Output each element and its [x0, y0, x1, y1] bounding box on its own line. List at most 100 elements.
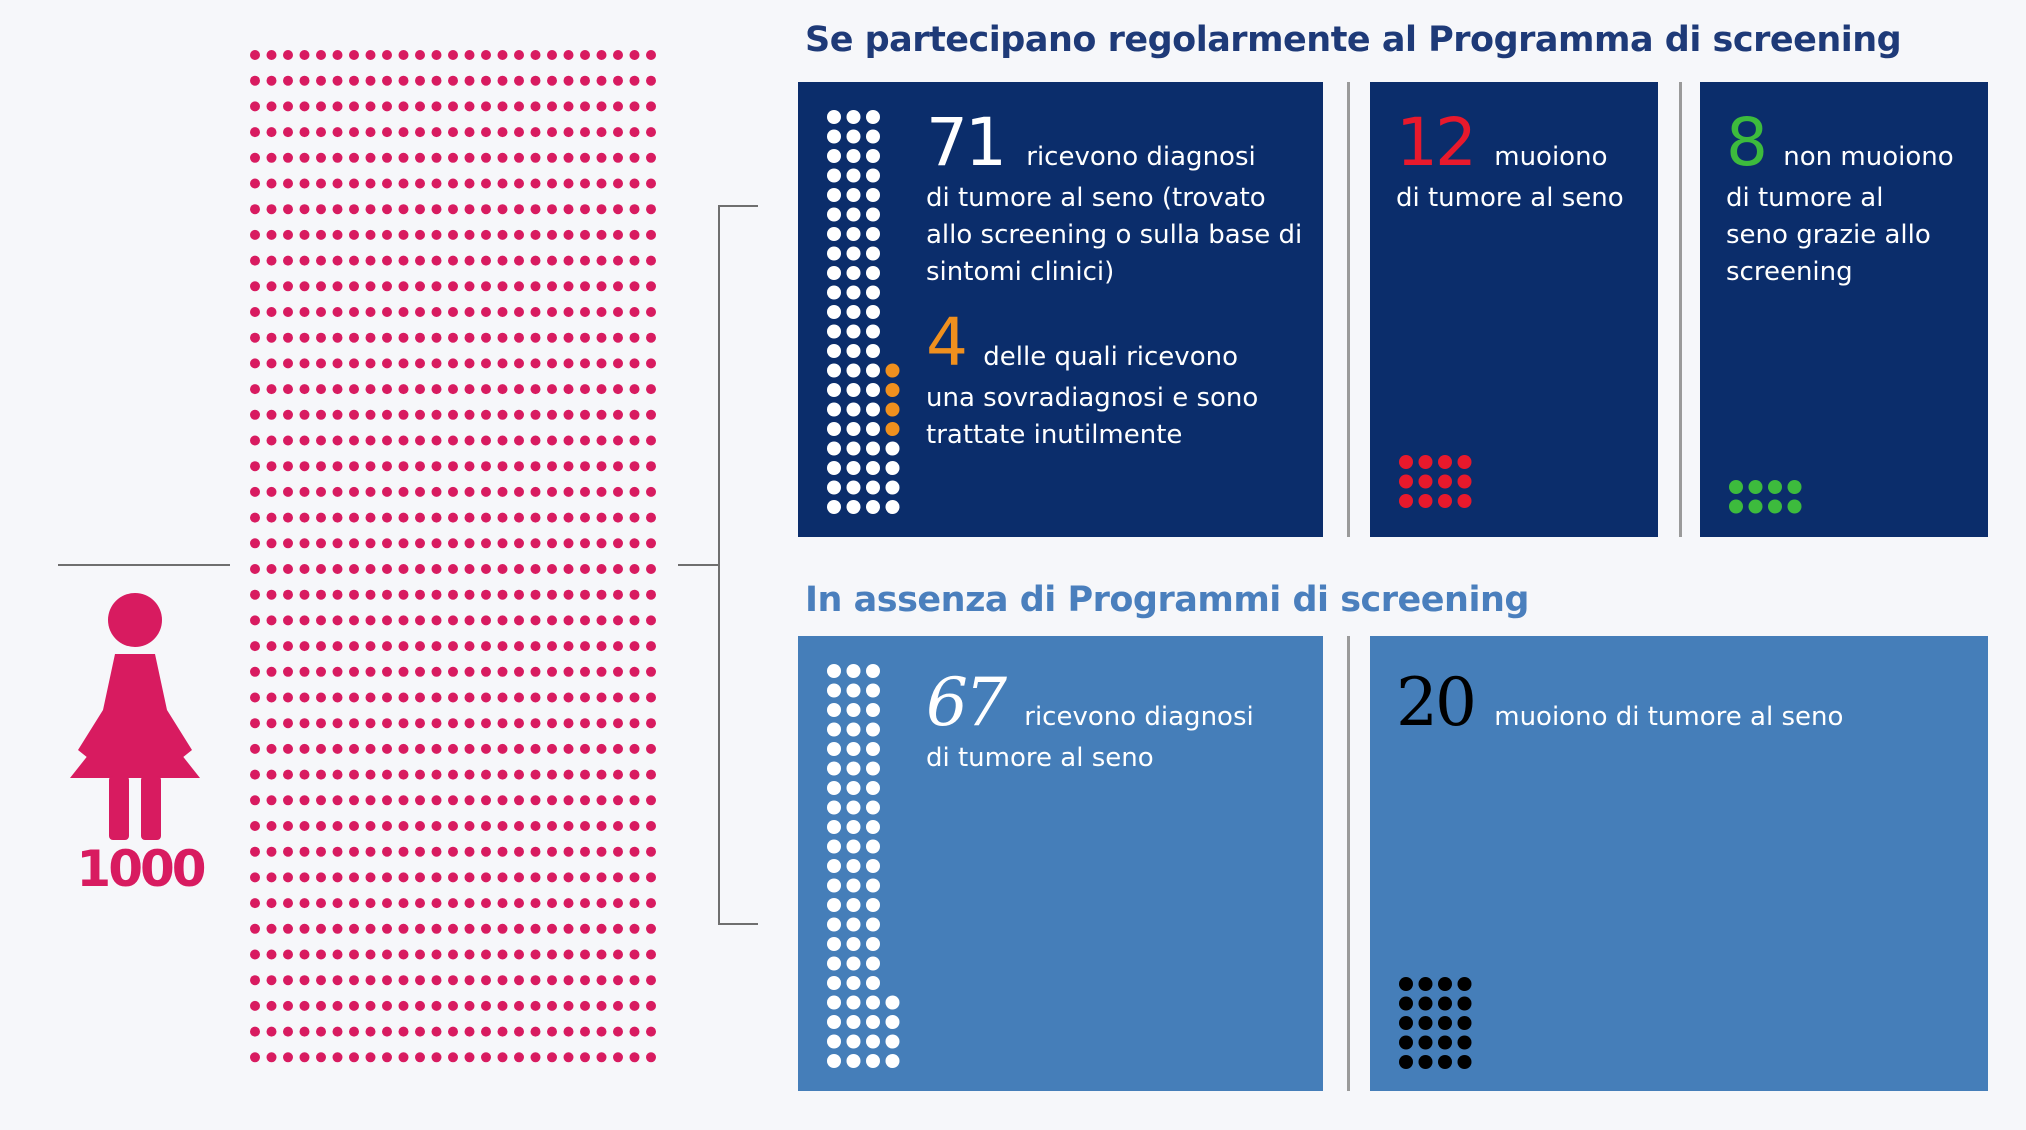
population-dot	[299, 718, 310, 729]
population-dot	[349, 307, 359, 317]
population-dot	[431, 229, 442, 240]
population-dot	[497, 409, 508, 420]
population-dot	[448, 538, 458, 549]
no-screening-death-dot	[1438, 1016, 1452, 1030]
population-dot	[332, 409, 343, 420]
population-dot	[514, 975, 524, 986]
diagnosed-dot	[827, 305, 841, 319]
population-dot	[431, 409, 442, 420]
population-dot	[497, 332, 508, 343]
population-dot	[266, 204, 277, 215]
population-dot	[266, 152, 277, 163]
population-dot	[431, 486, 442, 497]
population-dot	[332, 666, 343, 677]
population-dot	[530, 1000, 541, 1011]
population-dot	[629, 666, 640, 677]
population-dot	[547, 589, 557, 600]
population-dot	[316, 1052, 326, 1063]
population-dot	[613, 898, 623, 909]
population-dot	[283, 127, 293, 138]
population-dot	[629, 50, 640, 60]
population-dot	[398, 332, 409, 343]
diagnosed-dot	[846, 500, 861, 514]
population-dot	[382, 846, 392, 857]
population-dot	[398, 1000, 409, 1011]
population-dot	[415, 923, 425, 934]
population-dot	[448, 898, 458, 909]
population-dot	[563, 512, 574, 523]
population-dot	[349, 332, 359, 343]
no-screening-diagnosed-dot	[827, 1015, 841, 1029]
population-dot	[283, 281, 293, 292]
population-dot	[283, 743, 293, 754]
no-screening-deaths-number: 20	[1396, 664, 1477, 741]
population-dot	[316, 898, 326, 909]
population-dot	[250, 641, 260, 652]
population-dot	[349, 281, 359, 292]
population-dot	[448, 872, 458, 883]
population-dot	[514, 358, 524, 369]
population-dot	[283, 923, 293, 934]
population-dot	[448, 923, 458, 934]
population-dot	[514, 384, 524, 395]
population-dot	[448, 975, 458, 986]
population-dot	[415, 1026, 425, 1037]
population-dot	[332, 50, 343, 60]
population-dot	[283, 821, 293, 831]
population-dot	[299, 409, 310, 420]
population-dot	[266, 975, 277, 986]
population-dot	[497, 229, 508, 240]
population-dot	[250, 846, 260, 857]
population-dot	[646, 795, 656, 806]
population-dot	[250, 589, 260, 600]
population-dot	[497, 1052, 508, 1063]
population-dot	[415, 949, 425, 960]
population-dot	[596, 409, 607, 420]
population-dot	[448, 589, 458, 600]
population-dot	[563, 821, 574, 831]
population-dot	[266, 127, 277, 138]
population-dot	[283, 1026, 293, 1037]
population-dot	[250, 461, 260, 472]
population-dot	[316, 178, 326, 189]
population-dot	[431, 975, 442, 986]
no-screening-diagnosed-dot	[846, 859, 861, 873]
population-dot	[415, 666, 425, 677]
population-dot	[514, 538, 524, 549]
no-screening-diagnosed-dot	[827, 761, 841, 776]
population-dot	[547, 1052, 557, 1063]
population-dot	[398, 229, 409, 240]
population-dot	[431, 949, 442, 960]
population-dot	[514, 718, 524, 729]
population-dot	[365, 486, 376, 497]
population-dot	[283, 846, 293, 857]
population-dot	[646, 615, 656, 626]
population-dot	[448, 692, 458, 703]
population-dot	[448, 718, 458, 729]
population-dot	[646, 1052, 656, 1063]
population-dot	[530, 872, 541, 883]
diagnosed-dot	[846, 246, 861, 261]
no-screening-death-dot	[1418, 977, 1433, 991]
population-dot	[629, 718, 640, 729]
population-dot	[299, 50, 310, 60]
population-dot	[365, 101, 376, 112]
population-dot	[530, 204, 541, 215]
population-dot	[646, 846, 656, 857]
population-dot	[398, 486, 409, 497]
population-dot	[431, 50, 442, 60]
population-dot	[266, 769, 277, 780]
population-dot	[283, 486, 293, 497]
population-dot	[349, 178, 359, 189]
population-dot	[464, 1052, 475, 1063]
diagnosed-dot	[866, 266, 880, 280]
population-dot	[629, 872, 640, 883]
population-dot	[332, 1052, 343, 1063]
population-dot	[613, 692, 623, 703]
population-dot	[431, 795, 442, 806]
population-dot	[464, 281, 475, 292]
population-dot	[316, 409, 326, 420]
population-dot	[431, 564, 442, 574]
population-dot	[431, 255, 442, 266]
population-dot	[563, 281, 574, 292]
